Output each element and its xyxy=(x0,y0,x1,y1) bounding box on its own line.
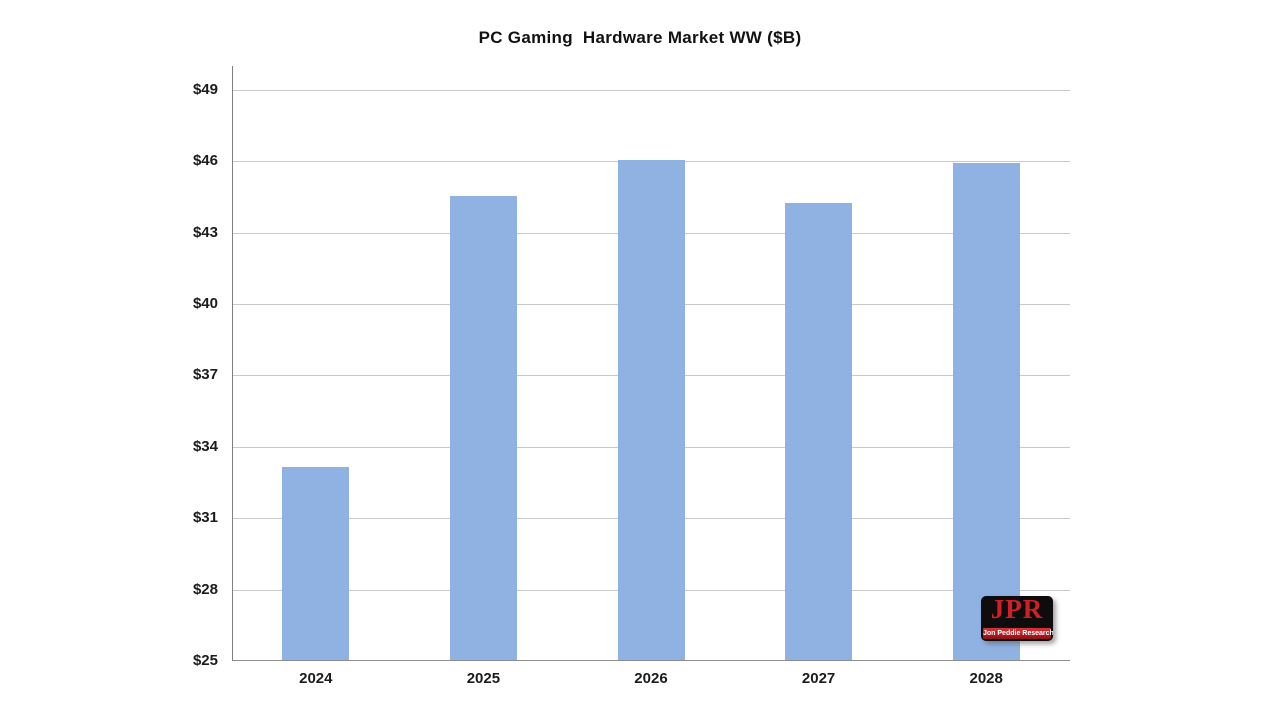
plot-area xyxy=(232,66,1070,661)
bar-2026 xyxy=(617,160,685,660)
y-tick-label-31: $31 xyxy=(192,509,218,527)
x-axis-line xyxy=(232,660,1070,661)
y-tick-label-37: $37 xyxy=(192,366,218,384)
y-tick-label-25: $25 xyxy=(192,652,218,669)
y-tick-label-43: $43 xyxy=(192,223,218,241)
chart-title: PC Gaming Hardware Market WW ($B) xyxy=(478,28,802,47)
x-tick-label-2025: 2025 xyxy=(466,670,501,687)
x-tick-label-2028: 2028 xyxy=(969,670,1003,687)
jpr-logo-text: JPR xyxy=(990,596,1044,624)
y-tick-label-46: $46 xyxy=(192,152,218,170)
y-tick-label-40: $40 xyxy=(192,295,218,312)
jpr-logo: JPR Jon Peddie Research xyxy=(981,596,1053,641)
y-tick-label-34: $34 xyxy=(192,437,218,455)
x-tick-label-2026: 2026 xyxy=(634,670,668,687)
bar-2024 xyxy=(282,467,350,660)
bar-2028 xyxy=(952,162,1020,660)
x-tick-label-2027: 2027 xyxy=(801,670,836,687)
y-axis-line xyxy=(232,66,233,661)
jpr-logo-subtext: Jon Peddie Research xyxy=(983,628,1053,639)
bar-2025 xyxy=(449,195,517,660)
y-tick-label-28: $28 xyxy=(192,580,218,598)
gridline-49 xyxy=(233,89,1070,91)
y-tick-label-49: $49 xyxy=(192,80,218,98)
x-tick-label-2024: 2024 xyxy=(299,670,333,687)
bar-2027 xyxy=(785,203,853,660)
